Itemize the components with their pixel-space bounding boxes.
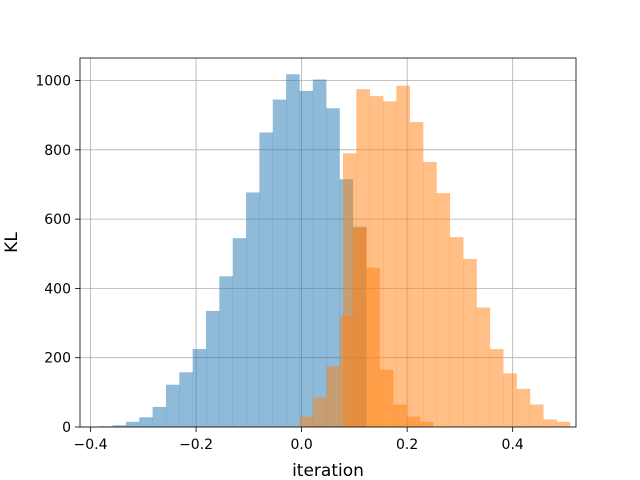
bar-series0-bin6 (179, 372, 193, 427)
bar-series2-bin1 (356, 89, 370, 427)
bar-series2-bin13 (516, 388, 531, 427)
x-axis-label: iteration (292, 461, 364, 480)
bar-series2-bin6 (423, 161, 437, 427)
x-tick-label-3: 0.2 (396, 437, 418, 453)
axes-frame (79, 57, 577, 428)
bar-series2-bin12 (503, 373, 517, 427)
bar-series0-bin16 (312, 79, 327, 427)
bar-series0-bin10 (232, 238, 247, 427)
bar-series2-bin4 (396, 85, 411, 427)
bar-series2-bin10 (476, 307, 491, 427)
x-tick-label-4: 0.4 (502, 437, 524, 453)
bar-series0-bin15 (299, 90, 314, 427)
bar-series1-bin0 (299, 416, 314, 427)
bar-series0-bin2 (125, 421, 140, 427)
bar-series2-bin0 (342, 153, 357, 428)
y-tick-label-3: 600 (44, 212, 71, 228)
bar-series2-bin11 (489, 349, 504, 427)
bar-series2-bin2 (369, 96, 384, 428)
x-tick-label-1: −0.2 (179, 437, 213, 453)
bar-series2-bin3 (383, 101, 397, 427)
x-tick-label-0: −0.4 (74, 437, 108, 453)
y-tick-label-5: 1000 (35, 74, 71, 90)
bar-series2-bin5 (409, 122, 424, 427)
bar-series0-bin7 (192, 349, 207, 427)
y-axis-label: KL (2, 232, 22, 253)
bar-series0-bin3 (139, 417, 153, 427)
bar-series0-bin17 (326, 108, 340, 427)
axis-ticks: −0.4 −0.2 0.0 0.2 0.4 0 200 400 600 800 1000 (35, 74, 524, 453)
bar-series0-bin12 (259, 132, 274, 427)
bar-series0-bin11 (246, 192, 260, 427)
x-tick-label-2: 0.0 (290, 437, 312, 453)
bar-series2-bin8 (449, 237, 464, 427)
bar-series2-bin7 (436, 193, 451, 427)
bar-series2-bin14 (529, 404, 544, 427)
bar-series2-bin16 (556, 421, 571, 427)
bar-series0-bin4 (152, 406, 167, 427)
bar-series0-bin8 (206, 310, 220, 427)
y-tick-label-0: 0 (62, 420, 71, 436)
bar-series2-bin15 (543, 419, 557, 427)
bar-series0-bin5 (165, 384, 180, 427)
bar-series2-bin9 (463, 258, 477, 427)
y-tick-label-2: 400 (44, 281, 71, 297)
y-tick-label-1: 200 (44, 351, 71, 367)
bar-series0-bin13 (272, 99, 287, 428)
bar-series1-bin1 (313, 397, 327, 427)
bar-series0-bin14 (286, 74, 300, 427)
bar-series1-bin2 (326, 366, 341, 427)
y-tick-label-4: 800 (44, 143, 71, 159)
histogram-bars (99, 74, 571, 428)
bar-series0-bin9 (219, 276, 234, 427)
bar-series0-bin1 (112, 425, 127, 427)
